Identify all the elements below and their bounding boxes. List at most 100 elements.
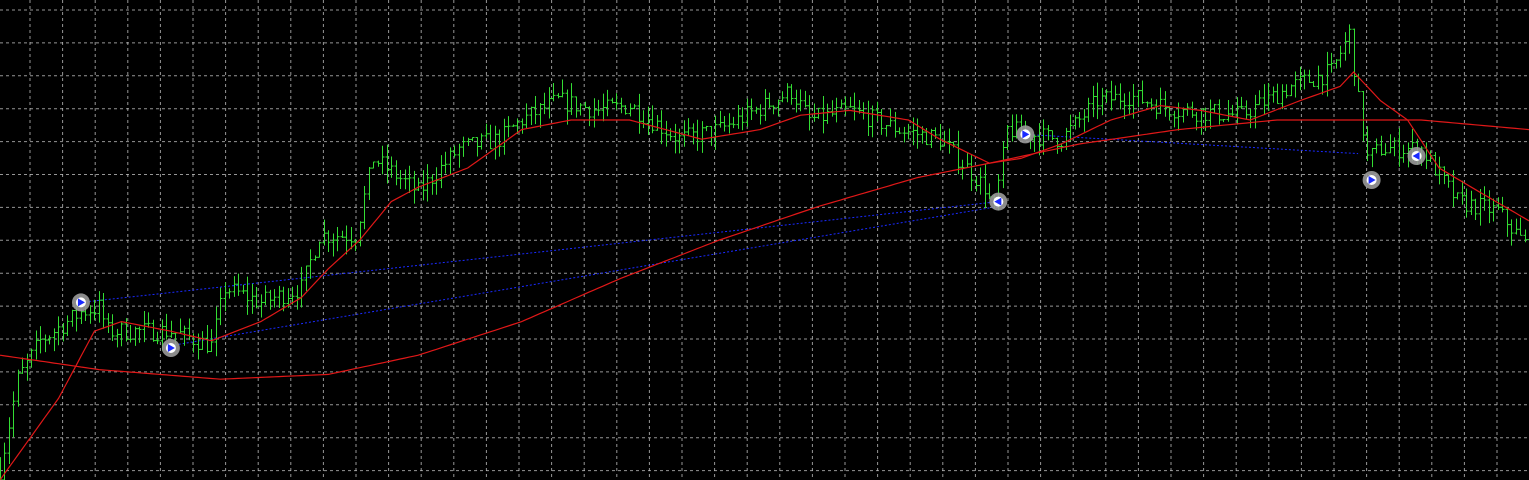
price-bar <box>1050 130 1055 141</box>
price-bar <box>25 353 30 381</box>
price-bar <box>794 89 799 113</box>
price-bar <box>1041 119 1046 155</box>
trade-arrow-marker[interactable] <box>1016 125 1035 144</box>
price-bar <box>169 320 174 338</box>
price-bar <box>178 318 183 334</box>
price-bar <box>902 126 907 143</box>
price-bar <box>1343 32 1348 61</box>
price-bar <box>97 291 102 323</box>
price-bar <box>1199 108 1204 135</box>
price-bar <box>497 129 502 157</box>
price-bar <box>547 87 552 119</box>
price-bar <box>349 227 354 250</box>
price-bar <box>1091 85 1096 118</box>
price-bar <box>1100 87 1105 116</box>
trade-arrow-marker[interactable] <box>989 192 1008 211</box>
price-bar <box>394 160 399 186</box>
price-bar <box>722 115 727 132</box>
price-bar <box>1464 188 1469 218</box>
price-bar <box>938 123 943 151</box>
price-bar <box>1473 198 1478 220</box>
price-bar <box>376 160 381 167</box>
price-bar <box>776 99 781 117</box>
price-bar <box>1379 135 1384 156</box>
price-bar <box>1068 114 1073 142</box>
price-bar <box>1118 83 1123 110</box>
price-bar <box>596 99 601 116</box>
price-bar <box>538 103 543 128</box>
price-bar <box>1010 114 1015 142</box>
price-bar <box>682 120 687 147</box>
price-bar <box>313 255 318 261</box>
price-bar <box>592 98 597 128</box>
price-bar <box>1284 84 1289 99</box>
price-bar <box>164 313 169 340</box>
price-bar <box>290 286 295 305</box>
price-bar <box>326 230 331 252</box>
price-bar <box>1500 196 1505 213</box>
trade-arrow-marker[interactable] <box>71 293 90 312</box>
price-bar <box>951 141 956 148</box>
price-bar <box>551 83 556 102</box>
price-bar <box>798 89 803 112</box>
price-bar <box>727 113 732 134</box>
price-bar <box>1442 166 1447 185</box>
price-bar <box>155 331 160 345</box>
trade-line <box>1025 133 1359 155</box>
price-bar <box>758 104 763 125</box>
trade-arrow-marker[interactable] <box>1407 147 1426 165</box>
trade-markers <box>71 125 1426 357</box>
trade-arrow-marker[interactable] <box>161 339 180 357</box>
price-bar <box>281 286 286 312</box>
price-bar <box>843 96 848 116</box>
price-bar <box>479 133 484 150</box>
price-bar <box>587 106 592 127</box>
price-bar <box>524 103 529 129</box>
price-bar <box>911 117 916 146</box>
price-bar <box>1469 190 1474 215</box>
price-bar <box>1325 51 1330 97</box>
price-bar <box>1370 147 1375 168</box>
price-bar <box>331 233 336 257</box>
price-bar <box>457 143 462 168</box>
price-bar <box>358 221 363 247</box>
price-bar <box>502 118 507 155</box>
price-bar <box>574 96 579 118</box>
price-bar <box>1383 143 1388 156</box>
price-bar <box>1347 24 1352 54</box>
price-bar <box>731 116 736 129</box>
price-bar <box>965 152 970 168</box>
price-bar <box>1320 74 1325 95</box>
price-bar <box>430 174 435 195</box>
moving-averages <box>0 71 1529 480</box>
price-bar <box>700 121 705 153</box>
price-bar <box>569 83 574 116</box>
price-bar <box>1293 71 1298 98</box>
price-bar <box>223 282 228 312</box>
price-bar <box>879 108 884 135</box>
price-bar <box>1239 96 1244 109</box>
price-bar <box>1158 87 1163 114</box>
price-bar <box>263 285 268 306</box>
price-bar <box>367 167 372 200</box>
price-bar <box>740 107 745 131</box>
price-bar <box>470 137 475 142</box>
trade-arrow-marker[interactable] <box>1362 171 1381 189</box>
price-bar <box>1361 91 1366 142</box>
price-bar <box>1446 173 1451 188</box>
price-bar <box>578 102 583 116</box>
price-bar <box>529 106 534 126</box>
price-bar <box>875 101 880 122</box>
price-bar <box>335 226 340 252</box>
price-bar <box>1253 94 1258 129</box>
price-bar <box>1271 86 1276 103</box>
price-bar <box>1167 105 1172 121</box>
price-bar <box>371 161 376 169</box>
price-bar <box>119 322 124 347</box>
price-bar <box>983 163 988 209</box>
price-bar <box>583 101 588 109</box>
price-bar <box>830 100 835 117</box>
